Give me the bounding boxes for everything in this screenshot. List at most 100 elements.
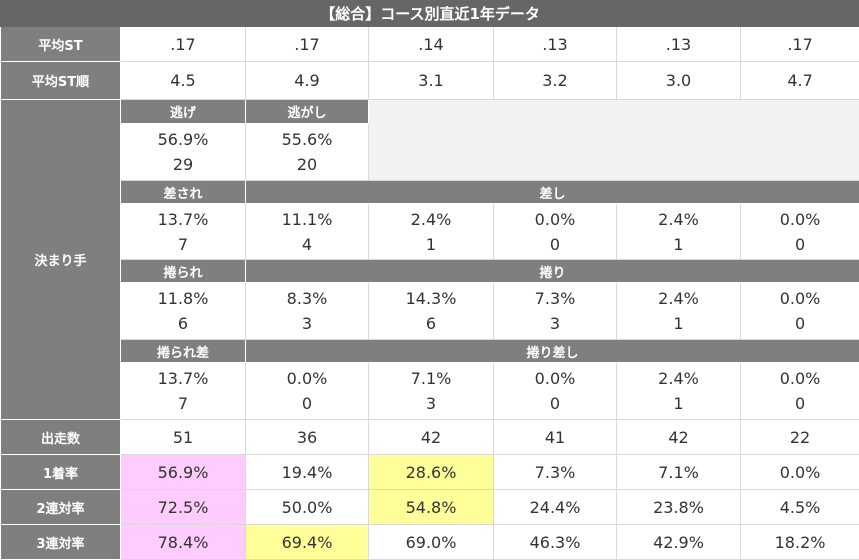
count: 20 (296, 155, 318, 174)
value-cell: 56.9% (120, 454, 246, 490)
value-cell: 42.9% (616, 524, 741, 560)
value-cell: 0.0% 0 (245, 362, 369, 420)
value-cell: 50.0% (245, 489, 369, 525)
row-label: 2連対率 (0, 489, 121, 525)
value-cell: 11.8% 6 (120, 282, 246, 340)
row: 3連対率 78.4% 69.4% 69.0% 46.3% 42.9% 18.2% (0, 524, 859, 560)
percent: 11.8% (157, 289, 209, 308)
value-cell: 7.3% 3 (493, 282, 617, 340)
count: 7 (177, 234, 189, 254)
count: 3 (425, 394, 437, 413)
value-cell: 7.1% 3 (368, 362, 494, 420)
row: 1着率 56.9% 19.4% 28.6% 7.3% 7.1% 0.0% (0, 454, 859, 490)
value-cell: 41 (493, 419, 617, 455)
value-cell: 13.7% 7 (120, 203, 246, 260)
percent: 8.3% (286, 289, 328, 308)
blank-cell (367, 99, 859, 181)
value-cell: 4.7 (739, 61, 859, 100)
percent: 13.7% (157, 369, 209, 388)
value-cell: 42 (616, 419, 741, 455)
percent: 7.3% (534, 289, 576, 308)
value-cell: 3.0 (616, 61, 741, 100)
sub-header: 逃げ (120, 99, 246, 124)
percent: 0.0% (286, 369, 328, 388)
value-cell: 54.8% (368, 489, 494, 525)
value-cell: .17 (245, 26, 369, 62)
value-cell: 24.4% (493, 489, 617, 525)
percent: 0.0% (534, 209, 576, 229)
row: 差され 差し (1, 180, 859, 204)
row: 決まり手 逃げ 逃がし (0, 99, 859, 420)
row: 平均ST順 4.5 4.9 3.1 3.2 3.0 4.7 (0, 61, 859, 100)
value-cell: .17 (120, 26, 246, 62)
percent: 2.4% (410, 209, 452, 229)
value-cell: 51 (120, 419, 246, 455)
value-cell: 4.5 (120, 61, 246, 100)
value-cell: 0.0% 0 (739, 203, 859, 260)
value-cell: 7.3% (493, 454, 617, 490)
row: 捲られ 捲り (1, 259, 859, 283)
percent: 13.7% (157, 209, 209, 229)
percent: 2.4% (658, 289, 699, 308)
sub-header: 捲られ (120, 259, 246, 283)
count: 4 (301, 234, 313, 254)
percent: 7.1% (410, 369, 452, 388)
value-cell: 3.2 (493, 61, 617, 100)
value-cell: 72.5% (120, 489, 246, 525)
row-label: 平均ST (0, 26, 121, 62)
value-cell: 13.7% 7 (120, 362, 246, 420)
value-cell: 0.0% 0 (739, 362, 859, 420)
value-cell: 0.0% (739, 454, 859, 490)
row-label: 3連対率 (0, 524, 121, 560)
sub-header: 捲られ差 (120, 339, 246, 363)
value-cell: 11.1% 4 (245, 203, 369, 260)
value-cell: 2.4% 1 (616, 282, 741, 340)
count: 1 (673, 234, 684, 254)
row: 13.7% 7 0.0% 0 7.1% 3 0.0% 0 2.4% 1 0.0% 0 (1, 362, 859, 420)
value-cell: 23.8% (616, 489, 741, 525)
count: 29 (172, 155, 194, 174)
value-cell: 4.9 (245, 61, 369, 100)
value-cell: 2.4% 1 (616, 203, 741, 260)
value-cell: .17 (739, 26, 859, 62)
count: 7 (177, 394, 189, 413)
sub-header: 捲り差し (244, 339, 859, 363)
count: 3 (301, 314, 313, 333)
value-cell: .13 (616, 26, 741, 62)
value-cell: 4.5% (739, 489, 859, 525)
percent: 55.6% (281, 130, 333, 149)
row: 平均ST .17.17.14.13.13.17 (0, 26, 859, 62)
count: 6 (425, 314, 437, 333)
count: 0 (549, 234, 561, 254)
row-label: 1着率 (0, 454, 121, 490)
sub-header: 捲り (244, 259, 859, 283)
value-cell: 42 (368, 419, 494, 455)
value-cell: 7.1% (616, 454, 741, 490)
percent: 11.1% (281, 209, 333, 229)
percent: 2.4% (658, 209, 699, 229)
value-cell: 69.4% (245, 524, 369, 560)
row: 13.7% 7 11.1% 4 2.4% 1 0.0% 0 2.4% 1 0.0% 0 (1, 203, 859, 260)
value-cell: .13 (493, 26, 617, 62)
count: 1 (425, 234, 437, 254)
value-cell: 28.6% (368, 454, 494, 490)
sub-header: 差され (120, 180, 246, 204)
row: 56.9% 29 55.6% 20 (1, 123, 859, 181)
value-cell: 0.0% 0 (493, 362, 617, 420)
percent: 0.0% (779, 209, 821, 229)
sub-header: 差し (244, 180, 859, 204)
count: 0 (301, 394, 313, 413)
row: 捲られ差 捲り差し (1, 339, 859, 363)
value-cell: 2.4% 1 (368, 203, 494, 260)
row: 11.8% 6 8.3% 3 14.3% 6 7.3% 3 2.4% 1 0.0% 0 (1, 282, 859, 340)
value-cell: 19.4% (245, 454, 369, 490)
value-cell: 78.4% (120, 524, 246, 560)
value-cell: 46.3% (493, 524, 617, 560)
count: 0 (794, 394, 806, 413)
count: 0 (794, 314, 806, 333)
row-label: 決まり手 (0, 99, 121, 420)
value-cell: 14.3% 6 (368, 282, 494, 340)
row-label: 平均ST順 (0, 61, 121, 100)
percent: 14.3% (405, 289, 457, 308)
